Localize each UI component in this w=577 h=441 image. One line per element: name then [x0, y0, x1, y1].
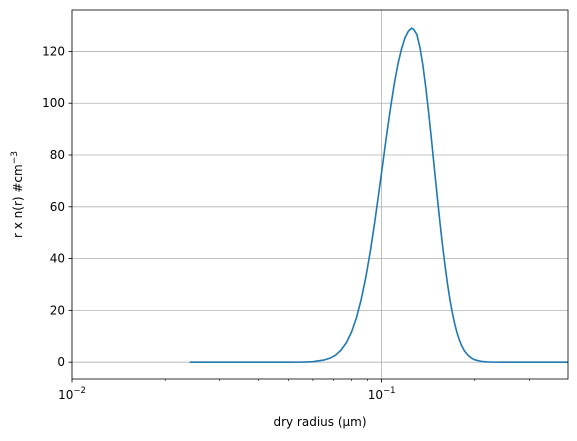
- x-tick-label-base: 10: [368, 388, 383, 402]
- y-tick-label: 100: [42, 96, 65, 110]
- plot-area: [189, 27, 568, 363]
- y-tick-label: 40: [50, 252, 65, 266]
- y-axis-label-superscript: −3: [10, 151, 20, 164]
- y-axis-label-text: r x n(r) #cm: [11, 164, 25, 238]
- axes-spines: [71, 9, 569, 380]
- y-tick-label: 80: [50, 148, 65, 162]
- y-axis-label: r x n(r) #cm−3: [10, 151, 25, 238]
- x-axis-label: dry radius (μm): [273, 415, 366, 429]
- x-tick-label-exponent: −1: [383, 386, 396, 396]
- y-tick-label: 120: [42, 44, 65, 58]
- y-tick-label: 60: [50, 200, 65, 214]
- x-tick-label-exponent: −2: [73, 386, 86, 396]
- data-line: [189, 27, 568, 363]
- axes-frame: [71, 9, 569, 380]
- x-tick-label: 10−2: [58, 386, 86, 402]
- x-tick-label-base: 10: [58, 388, 73, 402]
- x-tick-label: 10−1: [368, 386, 396, 402]
- y-tick-label: 0: [57, 355, 65, 369]
- grid: [71, 10, 568, 379]
- y-tick-label: 20: [50, 303, 65, 317]
